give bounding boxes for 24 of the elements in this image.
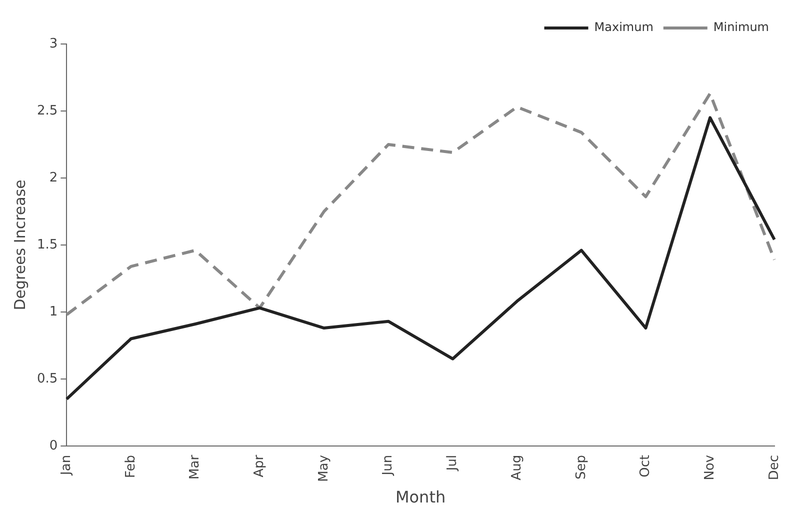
x-tick-label: Nov <box>702 454 718 480</box>
x-tick-label: Apr <box>252 454 268 478</box>
y-tick-label: 0.5 <box>36 371 58 386</box>
x-tick-label: May <box>316 454 332 482</box>
x-axis-title: Month <box>395 488 446 507</box>
y-tick-label: 2 <box>49 170 58 186</box>
y-tick-label: 3 <box>49 36 58 52</box>
y-axis-title: Degrees Increase <box>10 180 29 310</box>
x-tick-label: Feb <box>123 454 138 478</box>
x-tick-label: Oct <box>638 454 654 478</box>
x-tick-label: Dec <box>766 454 782 480</box>
legend-label: Minimum <box>713 20 770 34</box>
x-tick-label: Jan <box>59 454 74 476</box>
y-tick-label: 1 <box>49 304 58 320</box>
x-tick-label: Jul <box>445 454 460 472</box>
x-tick-label: Sep <box>574 454 589 480</box>
x-tick-label: Aug <box>509 454 524 480</box>
x-tick-label: Mar <box>188 454 203 480</box>
line-series <box>65 92 776 316</box>
legend-label: Maximum <box>594 20 654 34</box>
y-tick-label: 2.5 <box>36 103 58 118</box>
y-tick-label: 0 <box>49 438 58 454</box>
y-tick-label: 1.5 <box>36 237 58 252</box>
x-tick-label: Jun <box>380 454 396 476</box>
